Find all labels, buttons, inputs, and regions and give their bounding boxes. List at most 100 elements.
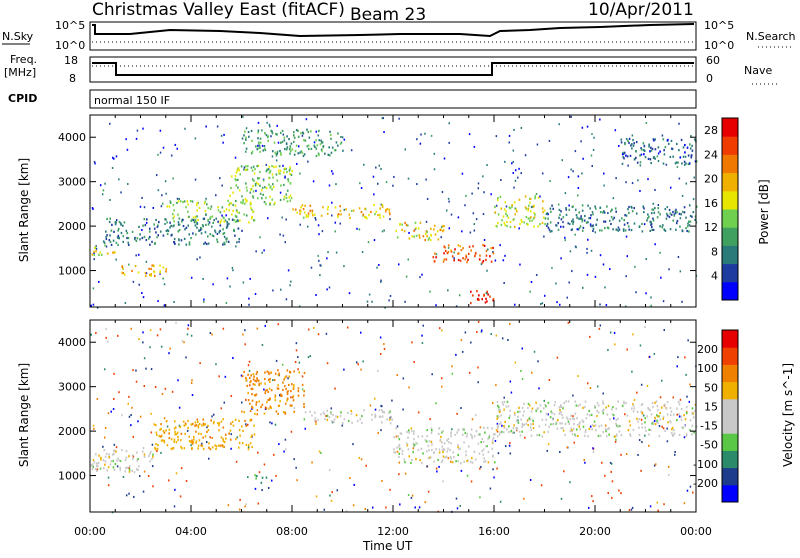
- echo-cell: [640, 403, 643, 407]
- colorbar-swatch: [722, 364, 738, 383]
- noise-cell: [159, 129, 162, 132]
- echo-cell: [122, 271, 124, 275]
- echo-cell: [293, 370, 295, 373]
- echo-cell: [245, 147, 248, 150]
- echo-cell: [551, 411, 553, 415]
- echo-cell: [165, 429, 167, 432]
- echo-cell: [148, 273, 151, 277]
- echo-cell: [377, 213, 379, 217]
- noise-cell: [407, 494, 410, 497]
- echo-cell: [438, 427, 440, 430]
- echo-cell: [257, 129, 260, 132]
- noise-cell: [512, 160, 514, 163]
- noise-cell: [450, 213, 453, 216]
- noise-cell: [176, 197, 179, 200]
- echo-cell: [609, 210, 612, 213]
- noise-cell: [470, 341, 472, 344]
- noise-cell: [102, 445, 104, 448]
- echo-cell: [408, 431, 410, 434]
- noise-cell: [118, 391, 120, 394]
- echo-cell: [216, 238, 218, 241]
- echo-cell: [661, 224, 664, 227]
- noise-cell: [236, 436, 238, 439]
- echo-cell: [450, 431, 452, 434]
- echo-cell: [444, 246, 446, 249]
- echo-cell: [500, 207, 503, 210]
- echo-cell: [330, 151, 333, 154]
- echo-cell: [249, 191, 252, 194]
- echo-cell: [661, 226, 664, 229]
- echo-cell: [427, 457, 430, 460]
- echo-cell: [503, 424, 505, 428]
- echo-cell: [493, 461, 496, 464]
- colorbar-tick-label: 12: [704, 221, 718, 234]
- noise-cell: [496, 422, 499, 425]
- echo-cell: [149, 460, 151, 463]
- echo-cell: [606, 413, 609, 416]
- echo-cell: [576, 216, 578, 219]
- echo-cell: [518, 198, 521, 201]
- echo-cell: [374, 213, 376, 216]
- noise-cell: [608, 219, 611, 222]
- echo-cell: [415, 457, 417, 461]
- echo-cell: [433, 451, 436, 454]
- echo-cell: [238, 428, 241, 432]
- noise-cell: [495, 384, 497, 387]
- noise-cell: [271, 155, 274, 158]
- noise-cell: [686, 489, 689, 492]
- echo-cell: [670, 410, 673, 413]
- echo-cell: [312, 214, 314, 217]
- noise-cell: [366, 300, 369, 303]
- noise-cell: [178, 406, 181, 409]
- noise-cell: [495, 204, 498, 207]
- echo-cell: [268, 372, 270, 376]
- noise-cell: [686, 410, 688, 413]
- echo-cell: [643, 149, 646, 153]
- echo-cell: [349, 216, 351, 220]
- echo-cell: [251, 445, 254, 449]
- noise-cell: [582, 157, 584, 160]
- echo-cell: [688, 204, 691, 207]
- echo-cell: [611, 408, 613, 411]
- echo-cell: [560, 411, 562, 414]
- echo-cell: [255, 474, 258, 478]
- echo-cell: [155, 431, 158, 434]
- echo-cell: [202, 447, 205, 451]
- echo-cell: [205, 203, 208, 206]
- echo-cell: [621, 153, 624, 156]
- noise-cell: [660, 276, 662, 279]
- noise-cell: [577, 375, 579, 378]
- noise-cell: [408, 386, 410, 389]
- echo-cell: [293, 384, 295, 387]
- noise-cell: [202, 300, 205, 303]
- echo-cell: [560, 426, 563, 430]
- noise-cell: [279, 288, 282, 291]
- echo-cell: [584, 214, 586, 218]
- echo-cell: [519, 434, 522, 437]
- echo-cell: [685, 227, 687, 230]
- echo-cell: [516, 419, 518, 422]
- echo-cell: [496, 415, 499, 418]
- noise-cell: [296, 162, 298, 165]
- echo-cell: [276, 152, 279, 155]
- echo-cell: [657, 409, 659, 412]
- noise-cell: [317, 418, 319, 421]
- echo-cell: [418, 236, 421, 239]
- noise-cell: [290, 430, 293, 433]
- echo-cell: [230, 422, 232, 425]
- noise-cell: [531, 205, 534, 208]
- echo-cell: [425, 450, 428, 453]
- echo-cell: [433, 460, 435, 463]
- echo-cell: [680, 407, 683, 411]
- echo-cell: [415, 234, 418, 237]
- echo-cell: [514, 213, 517, 216]
- echo-cell: [303, 153, 306, 156]
- noise-cell: [313, 141, 316, 144]
- echo-cell: [310, 130, 312, 133]
- echo-cell: [299, 151, 301, 154]
- echo-cell: [527, 402, 530, 405]
- colorbar-swatch: [722, 467, 738, 486]
- echo-cell: [399, 432, 402, 435]
- echo-cell: [289, 145, 292, 148]
